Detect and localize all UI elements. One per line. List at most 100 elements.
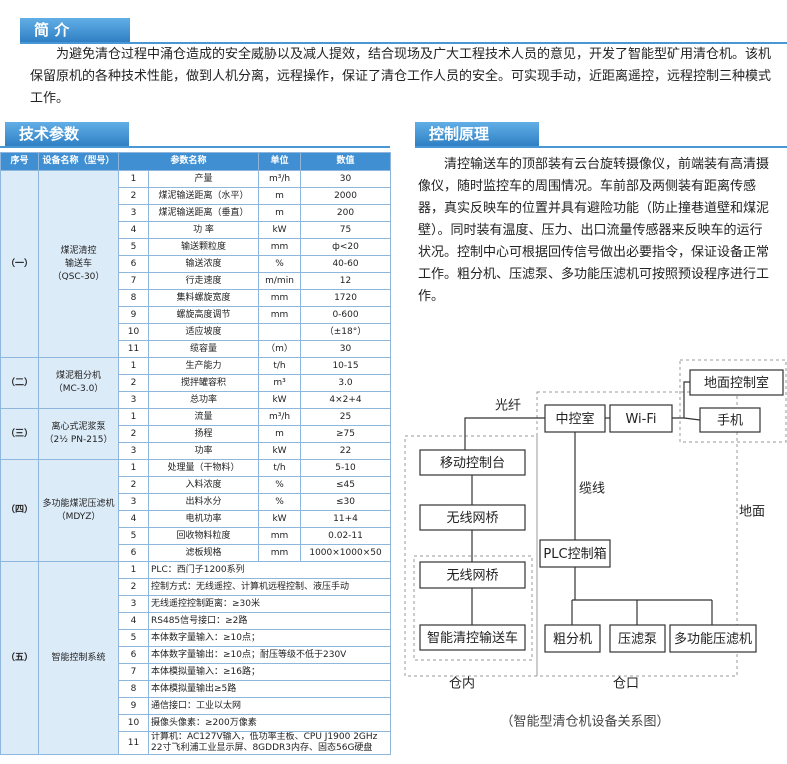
rule [0, 146, 390, 148]
rule [415, 146, 787, 148]
spec-line: 通信接口：工业以太网 [151, 700, 242, 711]
header-cell: 单位 [258, 152, 302, 171]
group-name: 多功能煤泥压滤机 （MDYZ） [38, 459, 119, 562]
intro-heading: 简 介 [20, 18, 130, 42]
row: 8 集料螺旋宽度 mm 1720 [1, 289, 392, 307]
diagram-label: 仓内 [449, 676, 475, 692]
row: （二） 煤泥粗分机 （MC-3.0） 1 生产能力 t/h 10-15 [0, 357, 392, 409]
row: 3 功率 kW 22 [1, 442, 392, 460]
group-name-line: 输送车 [64, 258, 92, 269]
group-name: 离心式泥浆泵 （2½ PN-215） [38, 408, 119, 460]
zone [536, 391, 738, 677]
node-label: 智能清控输送车 [427, 630, 518, 646]
spec-line: 本体模拟量输入：≥16路； [151, 666, 260, 677]
link [572, 567, 712, 601]
header-cell: 数值 [300, 152, 392, 171]
spec-line: 计算机：AC127V输入，低功率主板、CPU J1900 2GHz [151, 732, 378, 743]
spec-line: 本体模拟量输出≥5路 [151, 683, 237, 694]
diagram-label: 缆线 [579, 481, 605, 497]
params-heading: 技术参数 [5, 122, 129, 146]
spec-line: 22寸飞利浦工业显示屏、8GDDR3内存、固态56G硬盘 [151, 743, 373, 753]
principle-heading: 控制原理 [415, 122, 539, 146]
group-name-line: （2½ PN-215） [44, 435, 113, 445]
node-box [609, 624, 666, 653]
params-table: 序号 设备名称（型号） 参数名称 单位 数值 （一） 煤泥清控 输送车 （QSC-30） 1 产量 m… [0, 152, 392, 755]
row: 5 回收物料粒度 mm 0.02-11 [1, 527, 392, 545]
spec-line: 无线遥控控制距离：≥30米 [151, 598, 260, 609]
header-cell: 序号 [0, 152, 39, 171]
node-label: 手机 [717, 414, 743, 429]
link [683, 417, 701, 421]
diagram-label: 仓口 [613, 677, 639, 692]
group-name-line: 离心式泥浆泵 [51, 422, 106, 432]
node-label: 压滤泵 [618, 632, 657, 647]
node-label: 中控室 [555, 411, 594, 427]
node-label: 无线网桥 [446, 511, 498, 526]
header-cell: 参数名称 [117, 152, 260, 171]
group-id: （三） [0, 408, 39, 460]
row: 2 入料浓度% ≤45 [1, 476, 392, 494]
spec-line: 本体数字量输出：≥10点；耐压等级不低于230V [151, 649, 347, 660]
node-label: 多功能压滤机 [674, 631, 752, 647]
group-id: （二） [0, 357, 39, 409]
group-name-line: 煤泥清控 [60, 245, 97, 256]
node-label: 粗分机 [553, 632, 592, 647]
spec-line: 摄像头像素：≥200万像素 [151, 717, 257, 728]
node-box [699, 407, 761, 433]
row: 3 煤泥输送距离（垂直） m 200 [1, 204, 392, 222]
value: 12 [300, 272, 392, 290]
principle-text: 清控输送车的顶部装有云台旋转摄像仪，前端装有高清摄像仪，随时监控车的周围情况。车… [418, 157, 770, 304]
node-box [539, 539, 611, 568]
zone [413, 555, 533, 661]
row: （五） 智能控制系统 1 PLC：西门子1200系列 [0, 561, 392, 755]
spec: 计算机：AC127V输入，低功率主板、CPU J1900 2GHz 22寸飞利浦工… [147, 731, 392, 755]
row: （三） 离心式泥浆泵 （2½ PN-215） 1 流量 m³/h 25 [0, 408, 392, 460]
node-label: 无线网桥 [446, 569, 498, 584]
group-name-line: 智能控制系统 [51, 652, 106, 663]
diagram-label: 地面 [739, 505, 765, 520]
row: 7 行走速度 m/min 12 [1, 272, 392, 290]
row: 9 螺旋高度调节 mm 0-600 [1, 306, 392, 324]
header-row: 序号 设备名称（型号） 参数名称 单位 数值 [0, 152, 392, 171]
zone [679, 359, 787, 443]
node-label: 移动控制台 [440, 456, 505, 471]
group-name-line: 多功能煤泥压滤机 [42, 498, 115, 509]
group-name-line: （QSC-30） [52, 271, 105, 282]
group-name-line: 煤泥粗分机 [55, 371, 101, 381]
group-name: 智能控制系统 [38, 561, 119, 755]
row: 3 无线遥控控制距离：≥30米 [1, 595, 392, 613]
spec-line: 本体数字量输入：≥10点； [151, 632, 260, 643]
intro-text: 为避免清仓过程中涌仓造成的安全威胁以及减人提效，结合现场及广大工程技术人员的意见… [30, 47, 772, 106]
node-label: PLC控制箱 [543, 546, 606, 562]
link [464, 417, 545, 450]
diagram-label: 光纤 [495, 399, 521, 414]
group-name: 煤泥粗分机 （MC-3.0） [38, 357, 119, 409]
link [672, 381, 690, 419]
row: 5 输送颗粒度 mm ф<20 [1, 238, 392, 256]
row: （四） 多功能煤泥压滤机 （MDYZ） 1 处理量（干物料） t/h 5-10 [0, 459, 392, 562]
node-box [419, 504, 526, 531]
spec-line: RS485信号接口：≥2路 [151, 615, 248, 626]
node-label: 地面控制室 [704, 375, 769, 391]
row: 10 适应坡度 （±18°） [1, 323, 392, 341]
row: 11 计算机：AC127V输入，低功率主板、CPU J1900 2GHz 22寸飞利… [1, 731, 392, 755]
row-no: 11 [118, 731, 149, 755]
node-label: Wi-Fi [625, 412, 656, 427]
node-box [609, 404, 673, 433]
node-box [689, 369, 784, 396]
group-id: （五） [0, 561, 39, 755]
group-name: 煤泥清控输送车 （QSC-30） [38, 170, 119, 358]
node-box [544, 404, 606, 433]
node-box [419, 624, 526, 651]
row: 4 RS485信号接口：≥2路 [1, 612, 392, 630]
node-box [419, 561, 526, 589]
node-box [419, 449, 526, 476]
spec-line: PLC：西门子1200系列 [151, 564, 245, 575]
caption: （智能型清仓机设备关系图） [500, 714, 669, 730]
node-box [669, 624, 757, 653]
rule [20, 42, 787, 44]
row: 2 煤泥输送距离（水平） m 2000 [1, 187, 392, 205]
group-name-line: （MDYZ） [56, 511, 101, 522]
